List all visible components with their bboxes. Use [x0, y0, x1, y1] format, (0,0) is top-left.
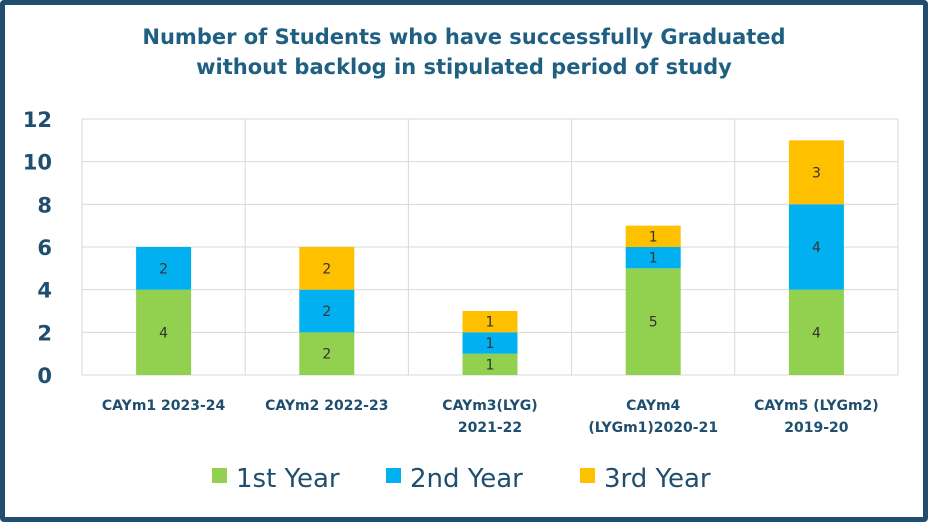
x-tick-label: CAYm3(LYG): [442, 398, 537, 414]
data-label: 2: [322, 347, 331, 363]
bar-segment: [299, 289, 355, 333]
legend-label: 2nd Year: [410, 464, 523, 494]
data-label: 2: [322, 304, 331, 320]
data-label: 1: [649, 251, 658, 267]
bar-segment: [462, 332, 518, 354]
x-tick-label: CAYm1 2023-24: [102, 398, 226, 414]
y-tick-label: 4: [37, 279, 52, 303]
y-axis-ticks: 0 2 4 6 8 10 12: [23, 108, 52, 388]
x-tick-label: (LYGm1)2020-21: [588, 420, 718, 436]
chart-title-line-1: Number of Students who have successfully…: [142, 25, 786, 49]
data-label: 1: [486, 315, 495, 331]
data-label: 5: [649, 315, 658, 331]
bar-segment: [462, 311, 518, 333]
x-tick-label: CAYm2 2022-23: [265, 398, 388, 414]
x-tick-label: 2021-22: [458, 420, 522, 436]
data-label: 4: [159, 325, 168, 341]
legend-swatch: [212, 468, 227, 483]
data-label: 4: [812, 240, 821, 256]
bar-segment: [625, 247, 681, 269]
y-tick-label: 6: [37, 236, 52, 260]
x-axis-labels: CAYm1 2023-24 CAYm2 2022-23 CAYm3(LYG) 2021…: [102, 398, 879, 436]
bars: 4 2 2 2 2 1 1 1 5 1 1 4 4 3: [136, 140, 844, 375]
data-label: 2: [322, 261, 331, 277]
y-tick-label: 8: [37, 193, 52, 217]
data-label: 1: [486, 357, 495, 373]
y-tick-label: 2: [37, 321, 52, 345]
bar-segment: [625, 225, 681, 247]
y-tick-label: 0: [37, 364, 52, 388]
x-tick-label: CAYm4: [626, 398, 680, 414]
chart-title-line-2: without backlog in stipulated period of …: [196, 55, 732, 79]
legend-label: 3rd Year: [604, 464, 711, 494]
grid-lines: [81, 118, 899, 376]
y-tick-label: 12: [23, 108, 52, 132]
x-tick-label: CAYm5 (LYGm2): [754, 398, 879, 414]
bar-segment: [788, 204, 844, 290]
bar-segment: [625, 268, 681, 375]
legend-swatch: [386, 468, 401, 483]
bar-segment: [299, 332, 355, 375]
legend-swatch: [580, 468, 595, 483]
data-label: 2: [159, 261, 168, 277]
chart-title: Number of Students who have successfully…: [0, 22, 928, 82]
y-tick-label: 10: [23, 151, 52, 175]
bar-segment: [299, 247, 355, 290]
bar-segment: [788, 140, 844, 205]
bar-segment: [788, 289, 844, 375]
data-label: 1: [649, 229, 658, 245]
bar-segment: [136, 289, 192, 375]
bar-segment: [462, 353, 518, 375]
legend-label: 1st Year: [236, 464, 340, 494]
data-label: 4: [812, 325, 821, 341]
data-label: 3: [812, 165, 821, 181]
x-tick-label: 2019-20: [784, 420, 849, 436]
bar-segment: [136, 247, 192, 290]
data-label: 1: [486, 336, 495, 352]
legend: 1st Year 2nd Year 3rd Year: [212, 464, 711, 494]
